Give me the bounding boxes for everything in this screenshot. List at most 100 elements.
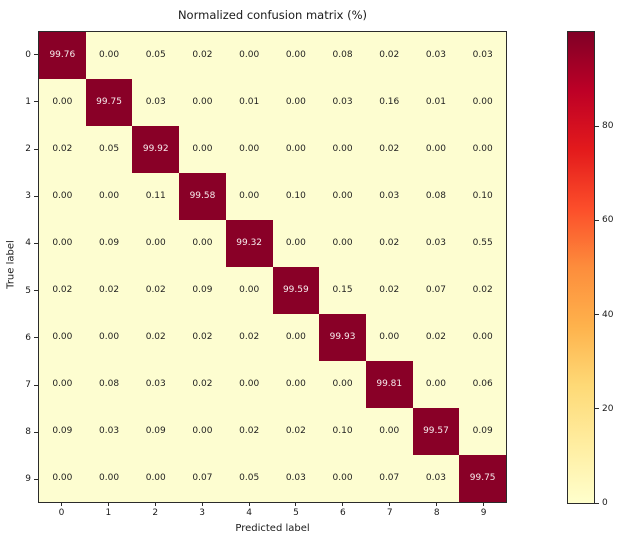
matrix-cell: 0.02 <box>225 408 273 455</box>
tick-mark <box>201 502 203 506</box>
y-tick-label: 1 <box>25 96 31 107</box>
matrix-cell: 99.81 <box>365 361 413 408</box>
matrix-cell: 0.02 <box>179 314 226 361</box>
y-tick-label: 0 <box>25 49 31 60</box>
matrix-cell: 0.09 <box>85 220 133 267</box>
matrix-cell: 0.00 <box>132 455 180 502</box>
colorbar-tick: 20 <box>595 404 613 414</box>
colorbar-tick-label: 60 <box>602 215 614 226</box>
matrix-cell: 0.08 <box>319 32 366 79</box>
matrix-cell: 99.59 <box>272 267 320 314</box>
matrix-cell: 0.02 <box>459 267 506 314</box>
tick-mark <box>595 125 599 127</box>
matrix-cell: 0.00 <box>365 314 413 361</box>
matrix-cell: 0.03 <box>365 173 413 220</box>
y-axis-label: True label <box>5 240 17 289</box>
tick-mark <box>34 337 38 339</box>
matrix-cell: 0.05 <box>132 32 180 79</box>
matrix-cell: 0.00 <box>272 32 320 79</box>
y-tick: 7 <box>0 361 38 408</box>
chart-title: Normalized confusion matrix (%) <box>177 8 368 22</box>
x-tick: 0 <box>38 502 85 522</box>
x-tick: 6 <box>319 502 366 522</box>
y-tick-label: 8 <box>25 427 31 438</box>
colorbar-tick-label: 20 <box>602 403 614 414</box>
tick-mark <box>436 502 438 506</box>
x-tick: 1 <box>85 502 132 522</box>
matrix-cell: 0.02 <box>39 267 86 314</box>
tick-mark <box>154 502 156 506</box>
matrix-cell: 0.00 <box>319 173 366 220</box>
matrix-cell: 0.00 <box>179 408 226 455</box>
colorbar-tick: 0 <box>595 498 608 508</box>
tick-mark <box>389 502 391 506</box>
matrix-cell: 0.10 <box>459 173 506 220</box>
matrix-cell: 0.00 <box>39 455 86 502</box>
matrix-cell: 0.02 <box>225 314 273 361</box>
tick-mark <box>595 502 599 504</box>
matrix-cell: 0.09 <box>459 408 506 455</box>
matrix-cell: 99.92 <box>132 126 180 173</box>
tick-mark <box>34 242 38 244</box>
tick-mark <box>34 195 38 197</box>
y-tick: 5 <box>0 267 38 314</box>
matrix-cell: 99.75 <box>459 455 506 502</box>
matrix-cell: 0.00 <box>272 79 320 126</box>
matrix-cell: 0.00 <box>85 455 133 502</box>
y-tick-label: 3 <box>25 191 31 202</box>
tick-mark <box>595 219 599 221</box>
matrix-cell: 0.00 <box>179 220 226 267</box>
colorbar-tick-label: 80 <box>602 121 614 132</box>
matrix-cell: 0.00 <box>39 79 86 126</box>
colorbar-tick: 80 <box>595 121 613 131</box>
tick-mark <box>34 290 38 292</box>
matrix-cell: 0.00 <box>39 361 86 408</box>
x-tick-label: 5 <box>293 508 299 518</box>
colorbar-tick: 40 <box>595 310 613 320</box>
x-tick: 7 <box>366 502 413 522</box>
matrix-cell: 0.00 <box>225 173 273 220</box>
matrix-cell: 0.01 <box>225 79 273 126</box>
y-tick: 0 <box>0 31 38 78</box>
tick-mark <box>107 502 109 506</box>
matrix-cell: 0.09 <box>132 408 180 455</box>
matrix-cell: 0.00 <box>132 220 180 267</box>
tick-mark <box>60 502 62 506</box>
matrix-cell: 0.16 <box>365 79 413 126</box>
matrix-cell: 0.00 <box>319 455 366 502</box>
x-tick-label: 1 <box>105 508 112 518</box>
matrix-cell: 99.58 <box>179 173 226 220</box>
x-tick-label: 3 <box>199 508 206 518</box>
y-axis-ticks: 0 1 2 3 4 5 6 7 8 9 <box>0 31 38 503</box>
matrix-cell: 0.10 <box>319 408 366 455</box>
matrix-cell: 99.57 <box>412 408 460 455</box>
matrix-cell: 0.09 <box>39 408 86 455</box>
tick-mark <box>34 101 38 103</box>
matrix-cell: 0.02 <box>179 361 226 408</box>
matrix-cell: 0.03 <box>272 455 320 502</box>
matrix-cell: 0.00 <box>225 267 273 314</box>
matrix-cell: 0.00 <box>459 126 506 173</box>
x-tick-label: 8 <box>433 508 440 518</box>
matrix-cell: 0.00 <box>39 220 86 267</box>
matrix-cell: 0.00 <box>85 32 133 79</box>
y-tick-label: 4 <box>25 238 31 249</box>
y-tick: 6 <box>0 314 38 361</box>
x-tick-label: 9 <box>480 508 487 518</box>
matrix-cell: 0.01 <box>412 79 460 126</box>
y-tick: 1 <box>0 78 38 125</box>
matrix-cell: 0.00 <box>459 79 506 126</box>
y-tick: 8 <box>0 409 38 456</box>
matrix-cell: 0.00 <box>459 314 506 361</box>
x-tick-label: 7 <box>386 508 393 518</box>
tick-mark <box>295 502 297 506</box>
matrix-cell: 0.00 <box>272 314 320 361</box>
tick-mark <box>483 502 485 506</box>
matrix-cell: 0.02 <box>39 126 86 173</box>
matrix-cell: 0.00 <box>319 361 366 408</box>
y-tick-label: 9 <box>25 474 31 485</box>
heatmap-grid: 99.76 0.00 0.05 0.02 0.00 0.00 0.08 0.02 0.03 0.0… <box>38 31 507 503</box>
x-tick-label: 0 <box>58 508 65 518</box>
matrix-cell: 0.55 <box>459 220 506 267</box>
